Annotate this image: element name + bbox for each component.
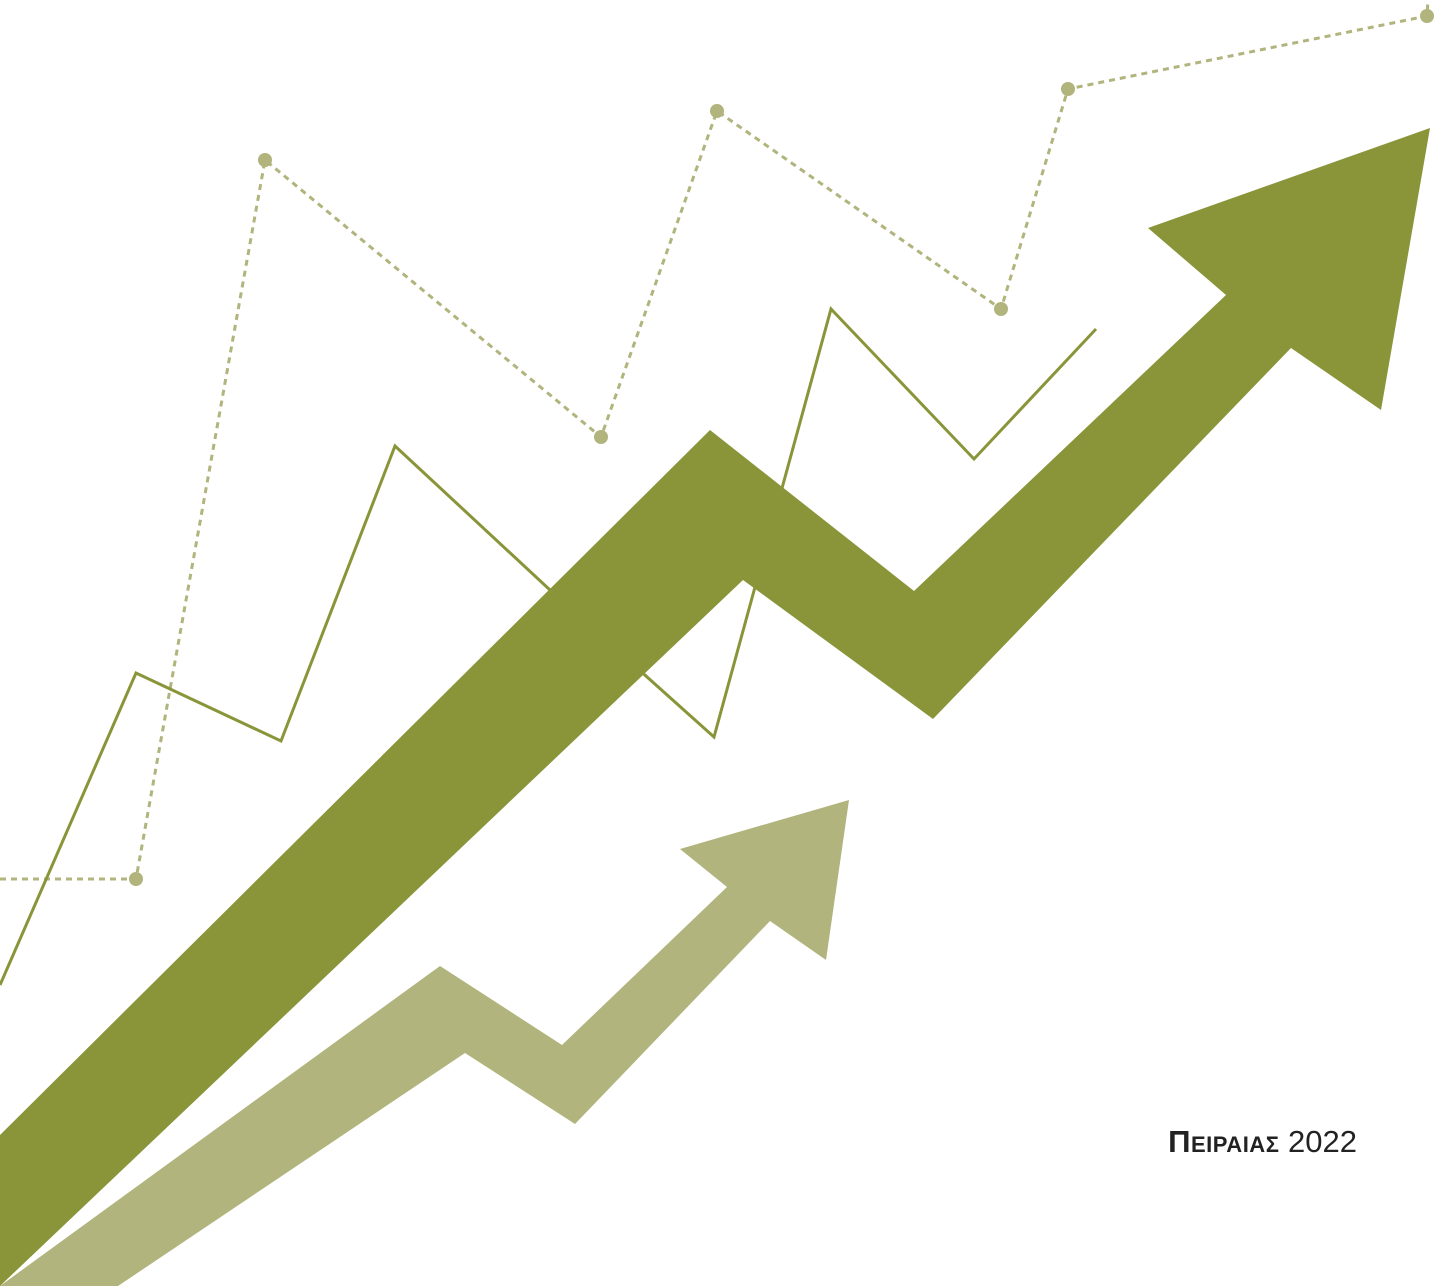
footer-place: Πειραιας (1168, 1124, 1280, 1159)
footer-year: 2022 (1288, 1124, 1357, 1159)
small-growth-arrow (0, 800, 849, 1286)
trend-marker (994, 302, 1008, 316)
trend-marker (1061, 82, 1075, 96)
footer-caption: Πειραιας 2022 (1168, 1122, 1357, 1162)
trend-marker (129, 872, 143, 886)
large-growth-arrow (0, 128, 1430, 1286)
trend-marker (710, 104, 724, 118)
trend-marker (594, 430, 608, 444)
dotted-trend-markers (129, 9, 1434, 886)
dotted-trend-line (0, 0, 1430, 881)
trend-marker (1420, 9, 1434, 23)
trend-marker (258, 153, 272, 167)
